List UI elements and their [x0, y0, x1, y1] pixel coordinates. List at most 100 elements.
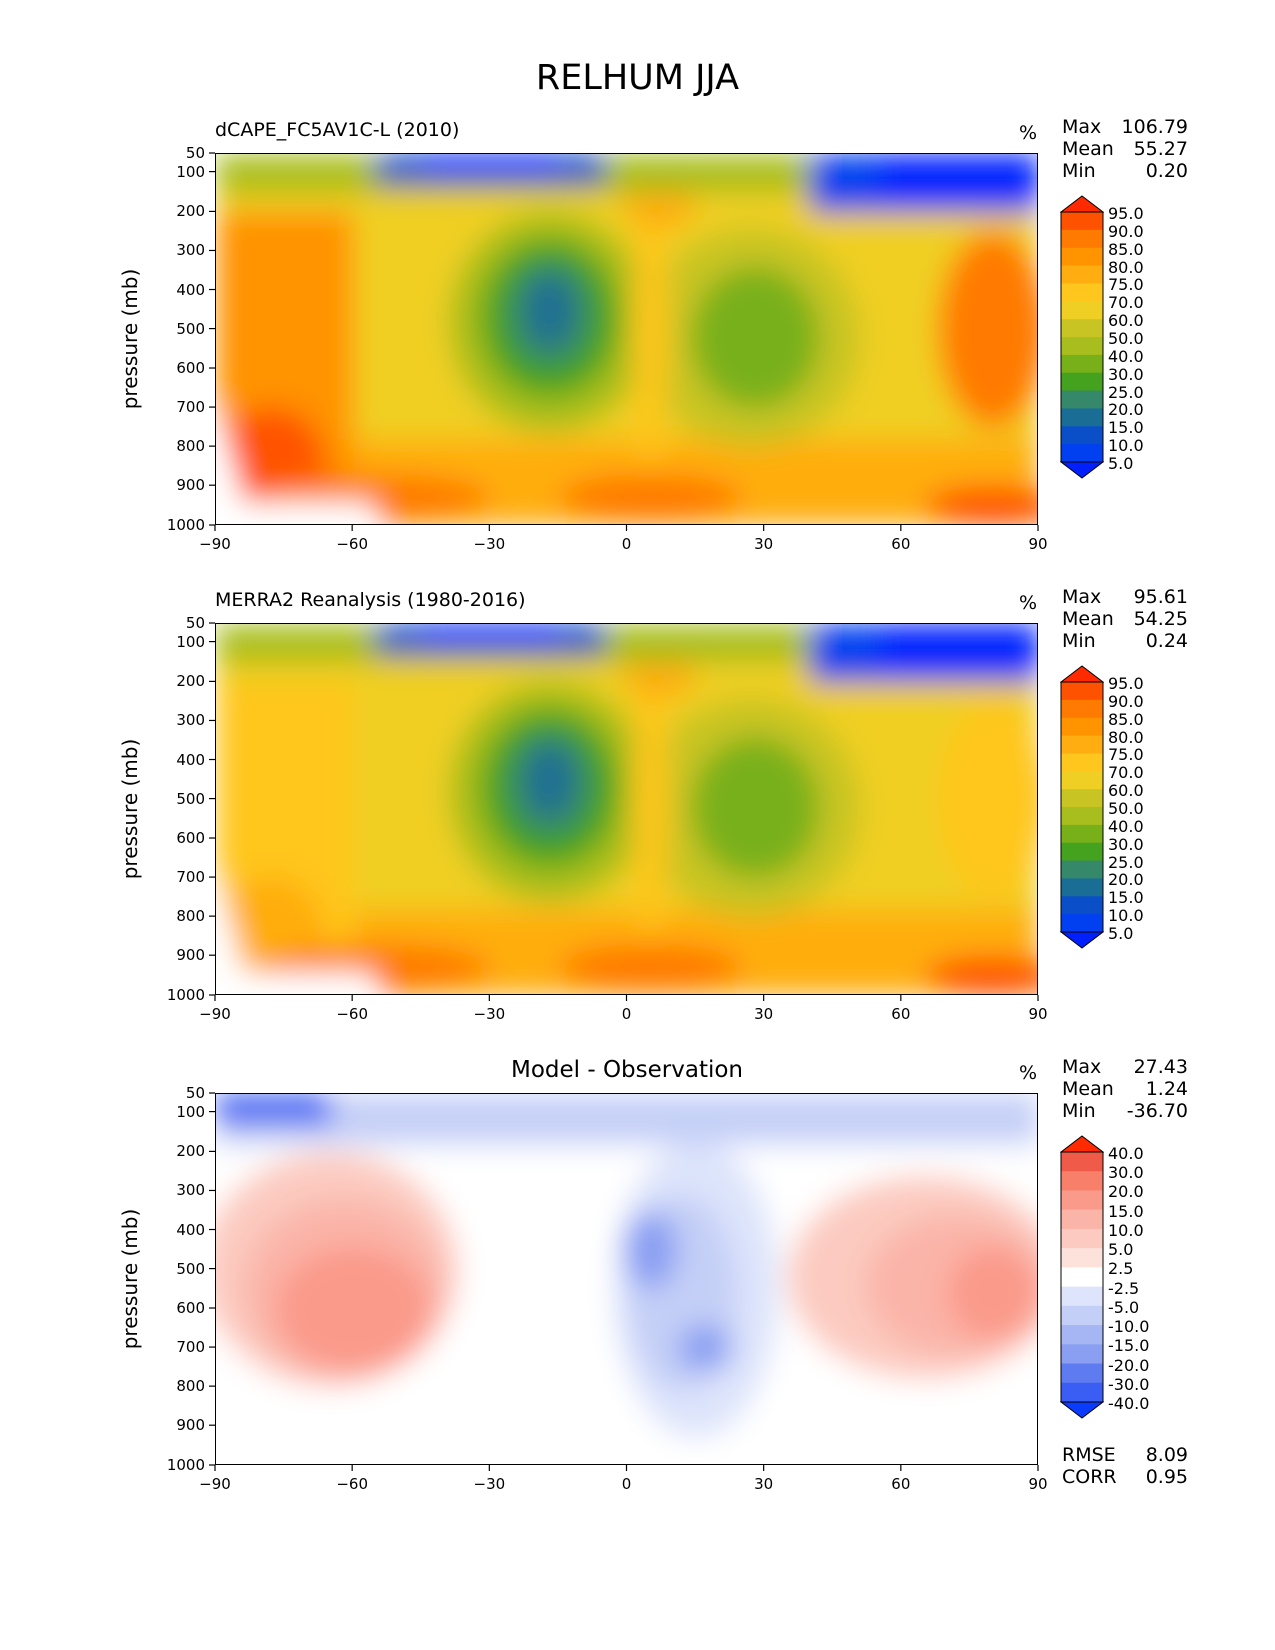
colorbar-tick-label: 20.0	[1108, 400, 1144, 420]
y-tick-label: 500	[176, 789, 205, 808]
y-tick-label: 100	[176, 632, 205, 651]
panel-title: dCAPE_FC5AV1C-L (2010)	[215, 119, 460, 141]
colorbar-tick-label: 70.0	[1108, 763, 1144, 783]
stat-label-min: Min	[1062, 160, 1096, 182]
colorbar-tick-label: 2.5	[1108, 1259, 1134, 1279]
colorbar-tick-label: 10.0	[1108, 1220, 1144, 1240]
colorbar-extend-min	[1060, 1401, 1104, 1419]
stat-label-max: Max	[1062, 1056, 1102, 1078]
y-tick-label: 200	[176, 1142, 205, 1161]
colorbar-segment	[1061, 1171, 1103, 1191]
y-tick-label: 50	[185, 1084, 205, 1102]
colorbar	[1060, 195, 1104, 479]
field-itcz-column	[632, 662, 669, 937]
y-tick-label: 600	[176, 1299, 205, 1318]
topography-mask	[216, 400, 380, 524]
x-tick-label: 60	[891, 1475, 911, 1493]
stat-value-mean: 54.25	[1133, 608, 1188, 630]
y-axis-label: pressure (mb)	[118, 268, 142, 410]
colorbar-segment	[1061, 247, 1103, 267]
field-arctic-surface-max	[924, 486, 1037, 524]
x-tick-label: −90	[199, 1005, 231, 1023]
field-tropical-surface-max	[558, 474, 742, 523]
colorbar-segment	[1061, 914, 1103, 933]
colorbar-segment	[1061, 807, 1103, 826]
stat-label-min: Min	[1062, 630, 1096, 652]
x-tick-label: −30	[473, 535, 506, 553]
colorbar-tick-label: -5.0	[1108, 1297, 1140, 1317]
colorbar-extend-max	[1060, 1135, 1104, 1153]
colorbar-segment	[1061, 1267, 1103, 1288]
plot-area	[215, 153, 1038, 525]
y-tick-label: 200	[176, 202, 205, 221]
colorbar-segment	[1061, 337, 1103, 356]
colorbar-segment	[1061, 717, 1103, 737]
colorbar-tick-label: 15.0	[1108, 418, 1144, 438]
stat-label-corr: CORR	[1062, 1466, 1117, 1488]
colorbar-segment	[1061, 1344, 1103, 1365]
colorbar-tick-label: 75.0	[1108, 745, 1144, 765]
y-tick-label: 300	[176, 1181, 205, 1200]
colorbar-segment	[1061, 372, 1103, 392]
colorbar-segment	[1061, 878, 1103, 897]
field-north-moist	[938, 701, 1037, 898]
panel-title: Model - Observation	[510, 1057, 744, 1083]
figure-title: RELHUM JJA	[535, 58, 740, 98]
y-tick-label: 700	[176, 398, 205, 417]
colorbar-tick-label: 40.0	[1108, 346, 1144, 366]
stat-value-mean: 1.24	[1145, 1078, 1188, 1100]
colorbar-segment	[1061, 824, 1103, 844]
y-tick-label: 400	[176, 750, 205, 769]
colorbar-segment	[1061, 444, 1103, 463]
x-tick-label: 0	[621, 1005, 632, 1023]
colorbar-tick-label: -20.0	[1108, 1355, 1150, 1375]
field-north-moist	[938, 231, 1037, 428]
panel-title: MERRA2 Reanalysis (1980-2016)	[215, 589, 526, 611]
y-tick-label: 600	[176, 829, 205, 848]
field-upper-north-core	[878, 154, 1037, 201]
y-tick-label: 900	[176, 946, 205, 965]
x-tick-label: −90	[199, 1475, 231, 1493]
colorbar-tick-label: -15.0	[1108, 1336, 1150, 1356]
y-tick-label: 700	[176, 868, 205, 887]
colorbar-segment	[1061, 354, 1103, 374]
colorbar-segment	[1061, 1228, 1103, 1249]
field-arctic-surface-max	[924, 956, 1037, 994]
field-upper-north-core	[878, 624, 1037, 671]
colorbar-segment	[1061, 1209, 1103, 1230]
colorbar-segment	[1061, 283, 1103, 302]
field-north-dry-core	[691, 266, 820, 409]
colorbar-tick-label: 60.0	[1108, 311, 1144, 331]
colorbar-tick-label: 15.0	[1108, 1201, 1144, 1221]
field-itcz-upper	[622, 180, 697, 229]
colorbar-segment	[1061, 1325, 1103, 1345]
stat-value-mean: 55.27	[1133, 138, 1188, 160]
colorbar-tick-label: 85.0	[1108, 239, 1144, 259]
colorbar-tick-label: 80.0	[1108, 257, 1144, 277]
colorbar-segment	[1061, 229, 1103, 249]
stat-label-max: Max	[1062, 116, 1102, 138]
colorbar-outline	[1060, 1151, 1104, 1403]
colorbar-tick-label: 25.0	[1108, 852, 1144, 872]
x-tick-label: −90	[199, 535, 231, 553]
contour-field	[216, 624, 1037, 994]
colorbar-segment	[1061, 1152, 1103, 1172]
colorbar-tick-label: 30.0	[1108, 364, 1144, 384]
colorbar	[1060, 665, 1104, 949]
contour-layers	[216, 624, 1037, 994]
y-tick-label: 600	[176, 359, 205, 378]
x-tick-label: −60	[336, 535, 368, 553]
stat-label-mean: Mean	[1062, 608, 1114, 630]
colorbar-tick-label: 50.0	[1108, 799, 1144, 818]
colorbar-outline	[1060, 211, 1104, 463]
topography-mask	[216, 870, 380, 994]
stat-value-min: -36.70	[1126, 1100, 1188, 1122]
colorbar-segment	[1061, 789, 1103, 808]
stat-label-max: Max	[1062, 586, 1102, 608]
field-upper-south-core	[421, 154, 559, 173]
colorbar-extend-min	[1060, 931, 1104, 949]
y-tick-label: 500	[176, 1259, 205, 1278]
colorbar-segment	[1061, 860, 1103, 879]
colorbar-segment	[1061, 1190, 1103, 1211]
x-tick-label: 90	[1028, 1475, 1048, 1493]
